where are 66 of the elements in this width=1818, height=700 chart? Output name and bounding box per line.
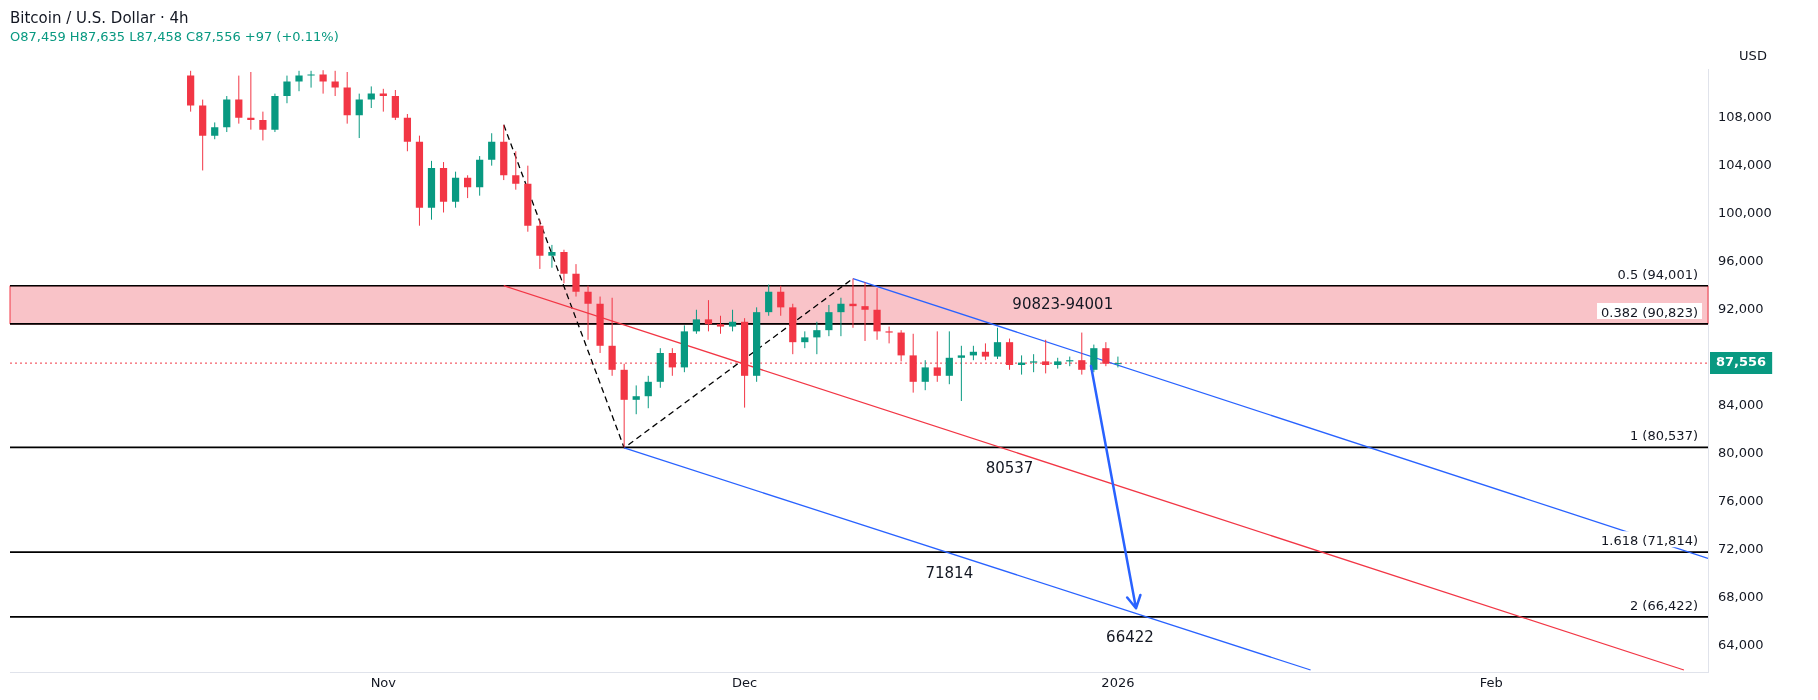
candlestick xyxy=(1114,356,1122,368)
annotation: 71814 xyxy=(925,563,974,582)
y-tick-label: 92,000 xyxy=(1718,301,1764,317)
y-tick-label: 76,000 xyxy=(1718,493,1764,509)
candlestick xyxy=(1030,353,1038,373)
candlestick xyxy=(283,75,291,104)
candlestick xyxy=(777,285,785,317)
candlestick xyxy=(488,132,496,167)
candlestick xyxy=(464,174,472,199)
candlestick xyxy=(259,111,267,141)
ref-line-label: 87,556 xyxy=(1716,354,1767,370)
annotation: 80537 xyxy=(985,458,1034,477)
candlestick xyxy=(873,287,881,341)
ref-line-label: 1 (80,537) xyxy=(1629,428,1698,444)
y-tick-label: 68,000 xyxy=(1718,589,1764,605)
band-label: 90823-94001 xyxy=(1012,294,1114,313)
y-tick-label: 96,000 xyxy=(1718,253,1764,269)
candlestick xyxy=(692,309,701,335)
candlestick xyxy=(560,249,568,284)
candlestick xyxy=(355,93,363,139)
candlestick xyxy=(367,85,375,109)
y-tick-label: 84,000 xyxy=(1718,397,1764,413)
candlestick xyxy=(825,304,833,337)
y-tick-label: 72,000 xyxy=(1718,541,1764,557)
x-tick-label: Feb xyxy=(1479,674,1503,690)
y-tick-label: 80,000 xyxy=(1718,445,1764,461)
candlestick xyxy=(993,327,1002,360)
candlestick xyxy=(632,384,640,415)
candlestick xyxy=(295,70,303,92)
candlestick xyxy=(945,330,953,385)
ref-line-label: 2 (66,422) xyxy=(1629,597,1698,613)
candlestick xyxy=(548,244,556,269)
ref-line-label: 0.382 (90,823) xyxy=(1601,304,1698,320)
candlestick xyxy=(512,150,520,191)
annotation: 66422 xyxy=(1106,628,1154,647)
candlestick xyxy=(861,281,869,342)
candlestick xyxy=(331,70,339,97)
x-tick-label: Nov xyxy=(370,674,397,690)
candlestick xyxy=(957,345,965,402)
y-tick-label: 100,000 xyxy=(1718,205,1772,221)
candlestick xyxy=(572,263,580,298)
y-axis-title: USD xyxy=(1739,48,1767,64)
candlestick xyxy=(837,297,845,337)
candlestick xyxy=(885,326,893,344)
ref-line-label: 1.618 (71,814) xyxy=(1601,533,1698,549)
y-tick-label: 104,000 xyxy=(1718,157,1772,173)
candlestick xyxy=(1090,344,1098,373)
chart-title: Bitcoin / U.S. Dollar · 4h xyxy=(10,8,189,27)
y-tick-label: 64,000 xyxy=(1718,637,1764,653)
candlestick xyxy=(813,321,821,355)
candlestick xyxy=(849,278,857,329)
candlestick xyxy=(235,75,243,125)
chart-subtitle: O87,459 H87,635 L87,458 C87,556 +97 (+0.11%) xyxy=(10,29,339,45)
x-tick-label: 2026 xyxy=(1101,674,1135,690)
x-tick-label: Dec xyxy=(732,674,758,690)
candlestick xyxy=(921,359,929,391)
candlestick xyxy=(728,309,737,332)
candlestick xyxy=(716,315,725,335)
candlestick xyxy=(319,69,327,95)
y-tick-label: 108,000 xyxy=(1718,109,1772,125)
candlestick xyxy=(391,89,399,121)
candlestick xyxy=(644,375,652,409)
candlestick xyxy=(704,299,713,332)
candlestick xyxy=(307,70,315,89)
candlestick xyxy=(765,284,773,317)
ref-line-label: 0.5 (94,001) xyxy=(1617,266,1698,282)
